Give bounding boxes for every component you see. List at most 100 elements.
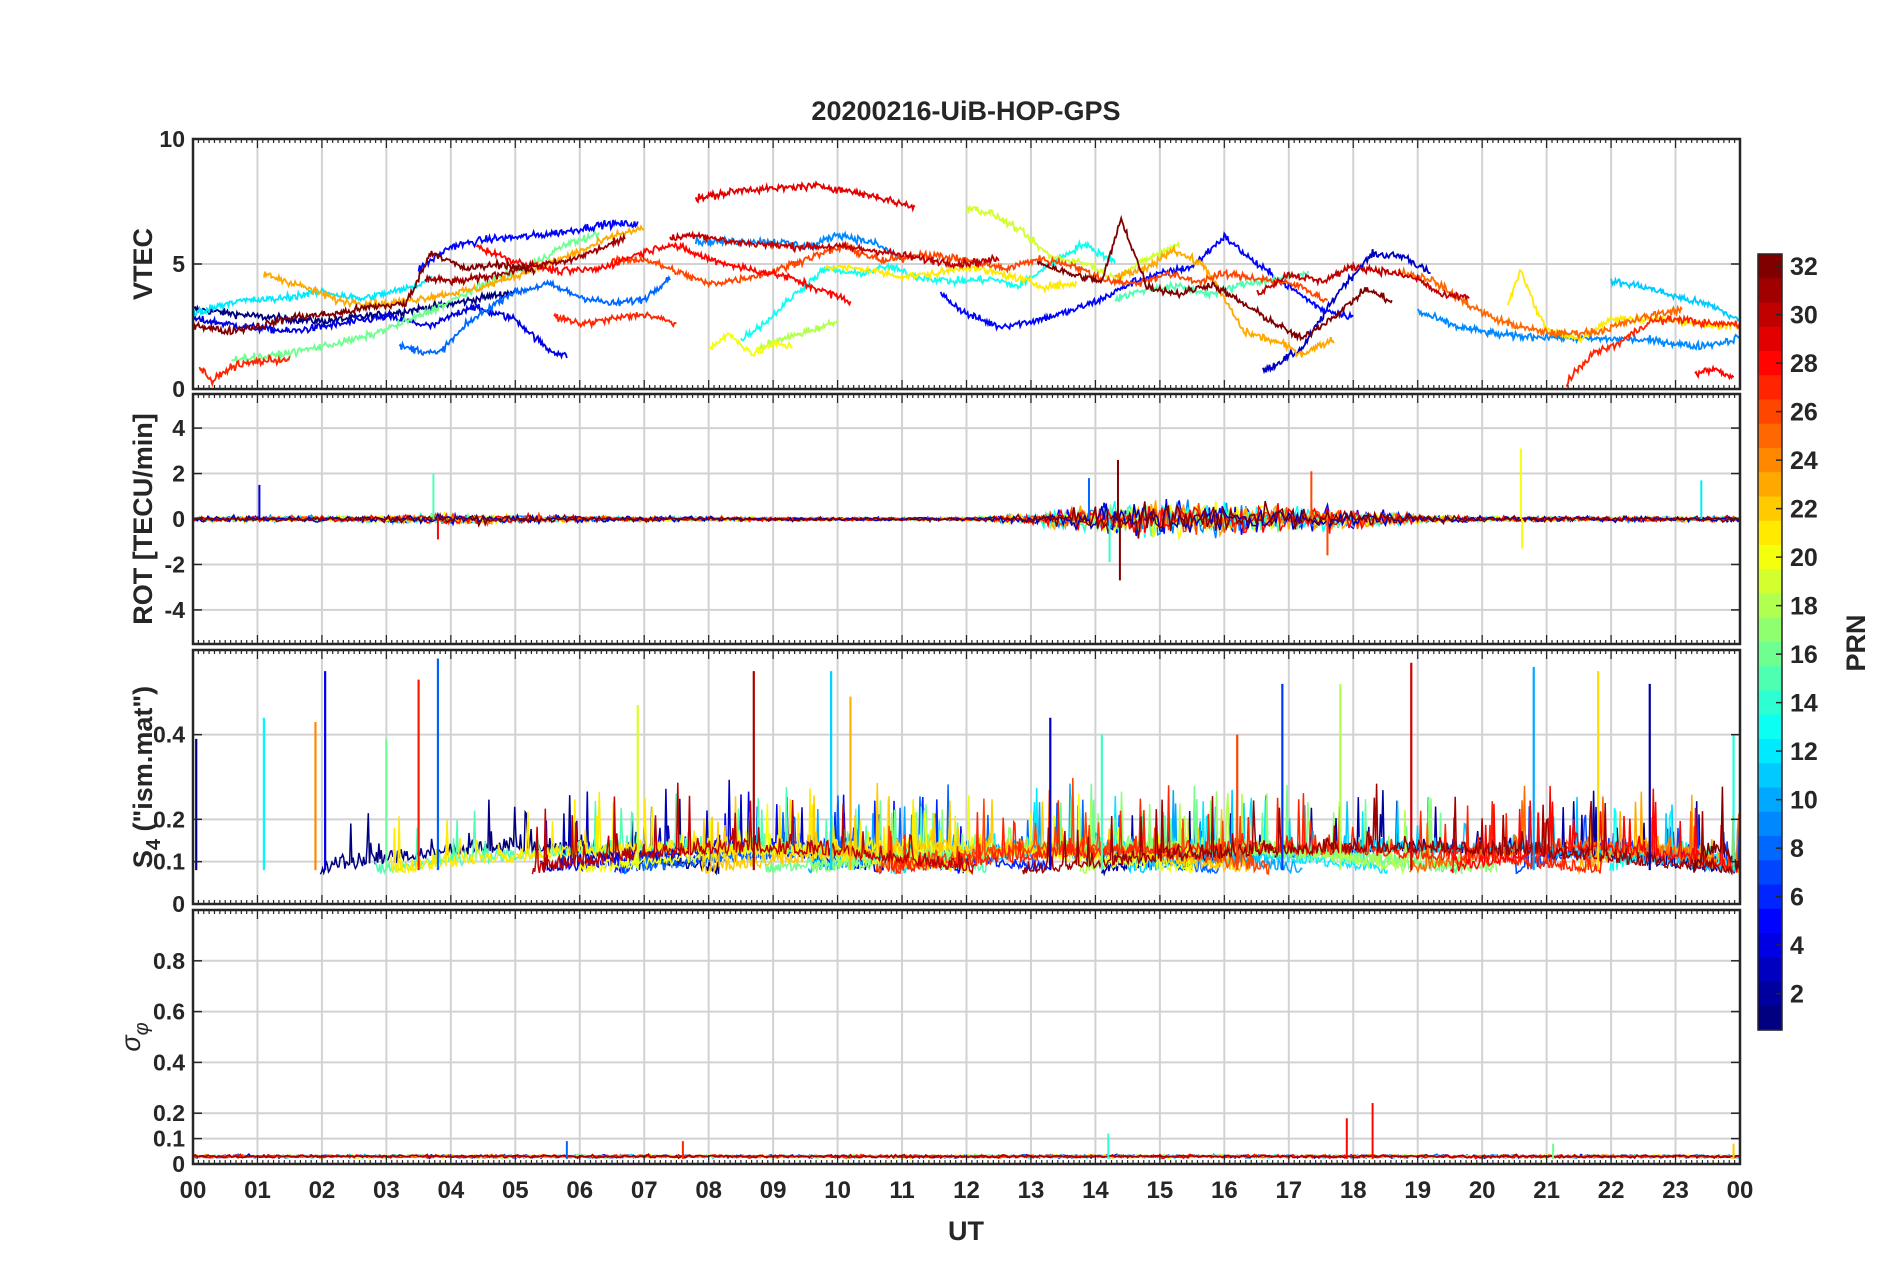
colorbar-step	[1758, 569, 1782, 595]
rot-y-tick-label: -4	[165, 597, 186, 623]
vtec-series-prn-25	[1397, 266, 1683, 341]
s4-series-prn-21	[390, 788, 972, 875]
vtec-panel: 0 5 10 VTEC	[128, 126, 1742, 402]
vtec-series-prn-1	[193, 288, 516, 328]
colorbar-tick-label: 10	[1790, 787, 1818, 815]
sigma-y-tick-label: 0.8	[153, 948, 185, 974]
rot-panel: -4 -2 0 2 4 ROT [TECU/min]	[128, 392, 1742, 646]
s4-y-tick-label: 0	[172, 891, 185, 917]
s4-series-prn-28	[1449, 785, 1740, 873]
x-tick-label: 20	[1469, 1177, 1496, 1204]
rot-series-prn-32	[193, 500, 1740, 539]
x-tick-label: 10	[824, 1177, 851, 1204]
vtec-series-prn-21	[824, 262, 1077, 295]
x-tick-label: 09	[760, 1177, 787, 1204]
x-tick-label: 02	[309, 1177, 336, 1204]
vtec-y-axis-label: VTEC	[128, 228, 158, 300]
x-tick-label: 21	[1533, 1177, 1560, 1204]
s4-y-axis-label: S4 ("ism.mat")	[128, 686, 165, 868]
sigma-y-tick-label: 0.6	[153, 999, 185, 1025]
x-tick-label: 12	[953, 1177, 980, 1204]
x-tick-label: 04	[437, 1177, 464, 1204]
vtec-series-prn-13	[740, 239, 1116, 342]
colorbar-step	[1758, 375, 1782, 401]
vtec-series-prn-19	[965, 205, 1181, 284]
colorbar-step	[1758, 714, 1782, 740]
s4-y-tick-label: 0.2	[153, 806, 185, 832]
x-tick-label: 07	[631, 1177, 658, 1204]
colorbar-tick-label: 12	[1790, 738, 1818, 766]
rot-y-axis-label: ROT [TECU/min]	[128, 413, 158, 624]
rot-data-layer	[193, 448, 1740, 581]
x-axis-label: UT	[948, 1216, 984, 1246]
vtec-y-tick-label: 0	[172, 376, 185, 402]
colorbar-tick-label: 32	[1790, 253, 1818, 281]
colorbar-tick-label: 24	[1790, 447, 1818, 475]
vtec-series-prn-15	[1114, 270, 1309, 303]
vtec-data-layer	[193, 180, 1740, 388]
x-tick-label: 18	[1340, 1177, 1367, 1204]
rot-y-tick-label: -2	[165, 551, 185, 577]
vtec-series-prn-30	[669, 230, 1000, 270]
colorbar-step	[1758, 326, 1782, 352]
vtec-series-prn-32	[1036, 214, 1393, 342]
vtec-series-prn-5	[417, 219, 639, 274]
x-tick-label: 14	[1082, 1177, 1109, 1204]
vtec-series-prn-29	[694, 180, 916, 213]
x-tick-label: 01	[244, 1177, 271, 1204]
vtec-series-prn-3	[1262, 248, 1431, 375]
vtec-series-prn-23	[1114, 243, 1335, 359]
rot-y-tick-label: 4	[172, 415, 185, 441]
sigma-y-axis-label-main: σ	[116, 1034, 146, 1052]
colorbar-tick-label: 8	[1790, 835, 1804, 863]
vtec-series-prn-11	[1610, 276, 1740, 323]
x-tick-label: 17	[1275, 1177, 1302, 1204]
chart-title: 20200216-UiB-HOP-GPS	[811, 96, 1120, 126]
x-tick-label: 11	[889, 1177, 914, 1204]
vtec-series-prn-12	[193, 275, 433, 317]
vtec-series-prn-26	[611, 240, 1329, 304]
vtec-series-prn-27	[198, 353, 291, 388]
s4-y-axis-label-subscript: 4	[143, 838, 165, 850]
x-tick-label: 00	[1727, 1177, 1754, 1204]
x-tick-label: 00	[180, 1177, 207, 1204]
s4-series-prn-31	[1021, 783, 1740, 876]
vtec-series-prn-32	[193, 250, 536, 336]
vtec-y-tick-label: 10	[159, 126, 185, 152]
vtec-series-prn-21	[1507, 268, 1740, 344]
vtec-series-prn-20	[707, 331, 793, 358]
x-tick-label: 03	[373, 1177, 400, 1204]
vtec-series-prn-23	[263, 224, 645, 310]
vtec-series-prn-28	[1694, 364, 1735, 381]
s4-y-tick-label: 0.1	[153, 849, 185, 875]
sigma-y-axis-label: σφ	[116, 1022, 153, 1051]
vtec-series-prn-30	[1256, 260, 1470, 302]
colorbar-step	[1758, 860, 1782, 886]
colorbar-tick-label: 4	[1790, 932, 1804, 960]
s4-y-axis-label-main: S	[128, 850, 158, 868]
colorbar-tick-label: 2	[1790, 981, 1804, 1009]
colorbar-tick-label: 22	[1790, 496, 1818, 524]
x-tick-label: 05	[502, 1177, 529, 1204]
rot-y-tick-label: 2	[172, 461, 185, 487]
sigma-y-tick-label: 0	[172, 1151, 185, 1177]
colorbar-tick-label: 28	[1790, 350, 1818, 378]
sigma-y-tick-label: 0.1	[153, 1126, 185, 1152]
colorbar-tick-label: 18	[1790, 593, 1818, 621]
colorbar-step	[1758, 811, 1782, 837]
colorbar-step	[1758, 908, 1782, 934]
vtec-series-prn-27	[553, 311, 677, 330]
colorbar-tick-label: 6	[1790, 884, 1804, 912]
s4-y-axis-label-rest: ("ism.mat")	[128, 686, 158, 839]
x-tick-label: 16	[1211, 1177, 1238, 1204]
s4-panel: 00.10.20.4S4 ("ism.mat")	[128, 648, 1742, 917]
sigma-y-axis-label-subscript: φ	[131, 1022, 153, 1035]
x-tick-label: 06	[566, 1177, 593, 1204]
colorbar-tick-label: 14	[1790, 690, 1818, 718]
colorbar-step	[1758, 472, 1782, 498]
colorbar-step	[1758, 423, 1782, 449]
vtec-series-prn-8	[398, 274, 671, 357]
s4-y-tick-label: 0.4	[153, 722, 185, 748]
